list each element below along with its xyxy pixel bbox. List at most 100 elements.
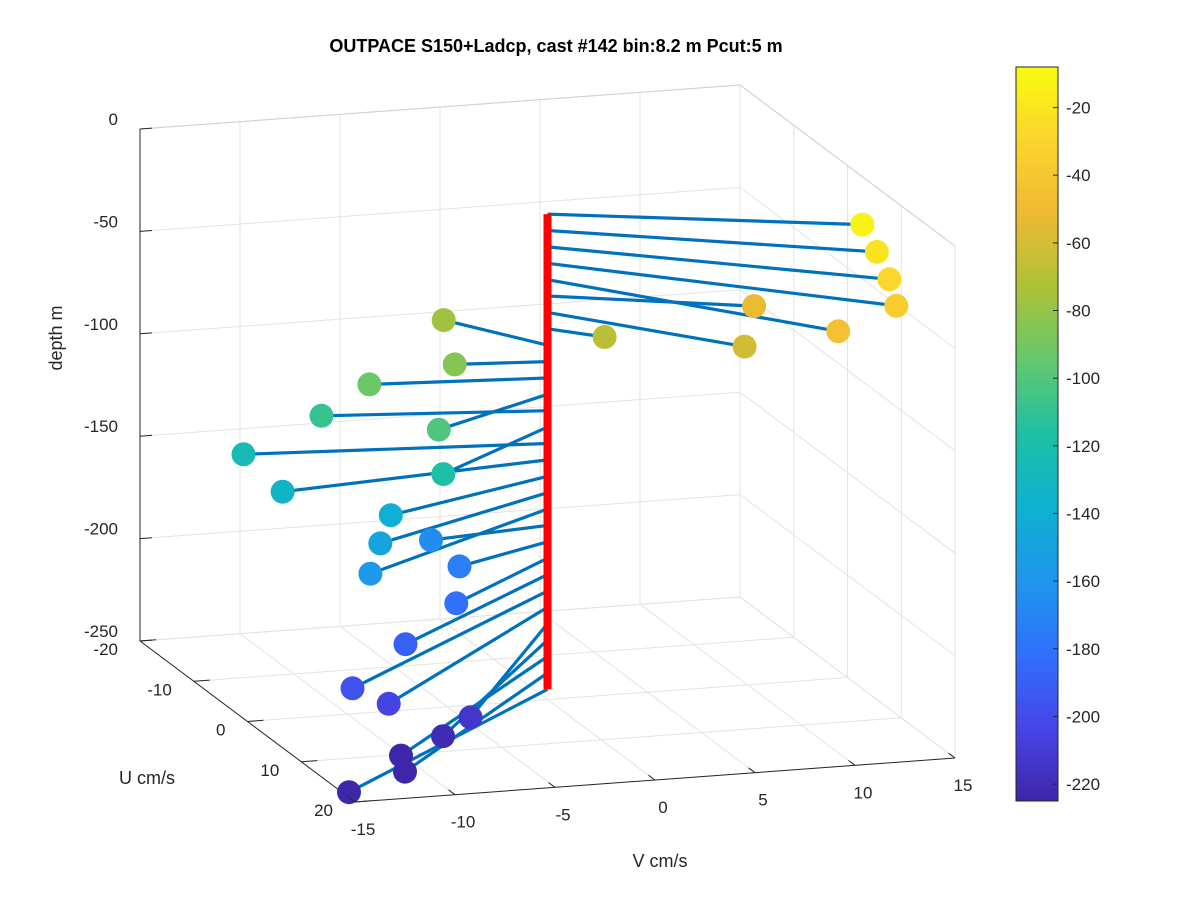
z-tick-mark — [139, 639, 153, 642]
colorbar-gradient — [1015, 66, 1059, 802]
z-tick-label: -100 — [84, 315, 118, 334]
x-tick-mark — [348, 796, 356, 803]
x-tick-mark — [648, 774, 656, 781]
velocity-vector — [404, 573, 549, 646]
velocity-marker — [337, 780, 361, 805]
y-tick-mark — [247, 719, 264, 722]
velocity-marker — [426, 417, 451, 442]
colorbar-tick-label: -220 — [1066, 775, 1100, 794]
velocity-marker — [458, 705, 483, 730]
velocity-marker — [431, 308, 456, 333]
velocity-marker — [231, 442, 256, 467]
velocity-vector — [469, 622, 549, 719]
z-axis-label: depth m — [46, 305, 66, 370]
velocity-vector — [454, 360, 548, 366]
velocity-marker — [270, 479, 295, 504]
z-tick-label: 0 — [109, 110, 118, 129]
colorbar-tick-label: -120 — [1066, 437, 1100, 456]
colorbar-ticks: -20 -40 -60 -80 -100 -120 -140 -160 -180 -200 -220 — [1053, 99, 1100, 794]
velocity-marker — [444, 591, 469, 616]
velocity-marker — [358, 561, 383, 586]
velocity-vector — [442, 425, 549, 476]
colorbar-tick-label: -140 — [1066, 505, 1100, 524]
velocity-marker — [393, 759, 417, 784]
colorbar-tick-label: -20 — [1066, 99, 1091, 118]
velocity-marker — [378, 503, 403, 528]
grid-line — [247, 677, 848, 722]
velocity-vector — [379, 491, 548, 545]
velocity-vector — [547, 245, 890, 281]
colorbar: -20 -40 -60 -80 -100 -120 -140 -160 -180 -200 -220 — [1015, 66, 1100, 802]
velocity-marker — [850, 212, 875, 237]
velocity-vector — [547, 278, 839, 333]
colorbar-tick-label: -160 — [1066, 572, 1100, 591]
velocity-marker — [742, 294, 767, 319]
x-tick-mark — [848, 760, 856, 766]
velocity-vector — [351, 589, 549, 690]
velocity-vector — [282, 458, 548, 494]
y-axis-label: U cm/s — [119, 768, 175, 788]
velocity-vector — [547, 228, 878, 254]
velocity-marker — [442, 352, 467, 377]
velocity-marker — [376, 691, 401, 716]
chart-title: OUTPACE S150+Ladcp, cast #142 bin:8.2 m … — [329, 36, 782, 56]
grid-line — [139, 596, 741, 642]
x-tick-mark — [548, 782, 556, 788]
velocity-marker — [393, 632, 418, 657]
velocity-vector — [321, 409, 548, 418]
velocity-marker — [877, 267, 902, 292]
velocity-vector — [369, 376, 548, 386]
velocity-marker — [431, 462, 456, 487]
velocity-vector — [547, 310, 745, 349]
velocity-marker — [357, 372, 382, 397]
x-tick-mark — [448, 789, 456, 796]
colorbar-tick-label: -100 — [1066, 369, 1100, 388]
x-axis-label: V cm/s — [632, 851, 687, 871]
velocity-marker — [431, 724, 455, 749]
y-tick-mark — [354, 800, 372, 803]
velocity-vector — [443, 318, 548, 347]
velocity-vector — [459, 540, 548, 568]
z-tick-mark — [139, 332, 153, 335]
box-edge — [139, 84, 741, 130]
colorbar-tick-label: -200 — [1066, 707, 1100, 726]
z-tick-mark — [139, 537, 153, 540]
z-tick-mark — [139, 127, 153, 130]
velocity-marker — [592, 325, 617, 349]
velocity-marker — [826, 319, 851, 344]
y-tick-mark — [301, 760, 318, 763]
x-tick-label: -15 — [351, 820, 376, 839]
grid-line — [739, 391, 956, 554]
colorbar-tick-label: -180 — [1066, 640, 1100, 659]
velocity-vectors — [243, 212, 897, 794]
velocity-vector — [547, 212, 863, 227]
z-tick-mark — [139, 230, 153, 232]
y-tick-label: 20 — [314, 801, 333, 820]
grid-line — [739, 186, 956, 349]
y-tick-label: -20 — [93, 640, 118, 659]
grid-line — [739, 289, 956, 452]
z-tick-label: -150 — [84, 417, 118, 436]
velocity-vector — [387, 605, 549, 706]
z-tick-mark — [139, 434, 153, 437]
velocity-vector — [369, 507, 549, 576]
x-tick-label: 5 — [758, 791, 767, 810]
velocity-vector — [547, 294, 755, 308]
y-tick-label: 0 — [216, 721, 225, 740]
box-edge — [739, 84, 956, 247]
velocity-marker — [447, 554, 472, 579]
velocity-marker — [340, 676, 365, 701]
velocity-vector — [430, 523, 548, 542]
velocity-marker — [884, 293, 909, 318]
y-tick-label: -10 — [147, 680, 172, 699]
y-tick-mark — [193, 679, 210, 682]
grid-line — [193, 636, 794, 682]
grid-line — [139, 186, 741, 232]
velocity-marker — [732, 334, 757, 359]
x-tick-label: -10 — [451, 813, 476, 832]
axis-ticks: -15 -10 -5 0 5 10 15-20-10010200-50-100-150-20… — [84, 110, 972, 839]
z-tick-label: -250 — [84, 622, 118, 641]
velocity-vector — [243, 441, 548, 456]
x-tick-mark — [748, 767, 756, 774]
